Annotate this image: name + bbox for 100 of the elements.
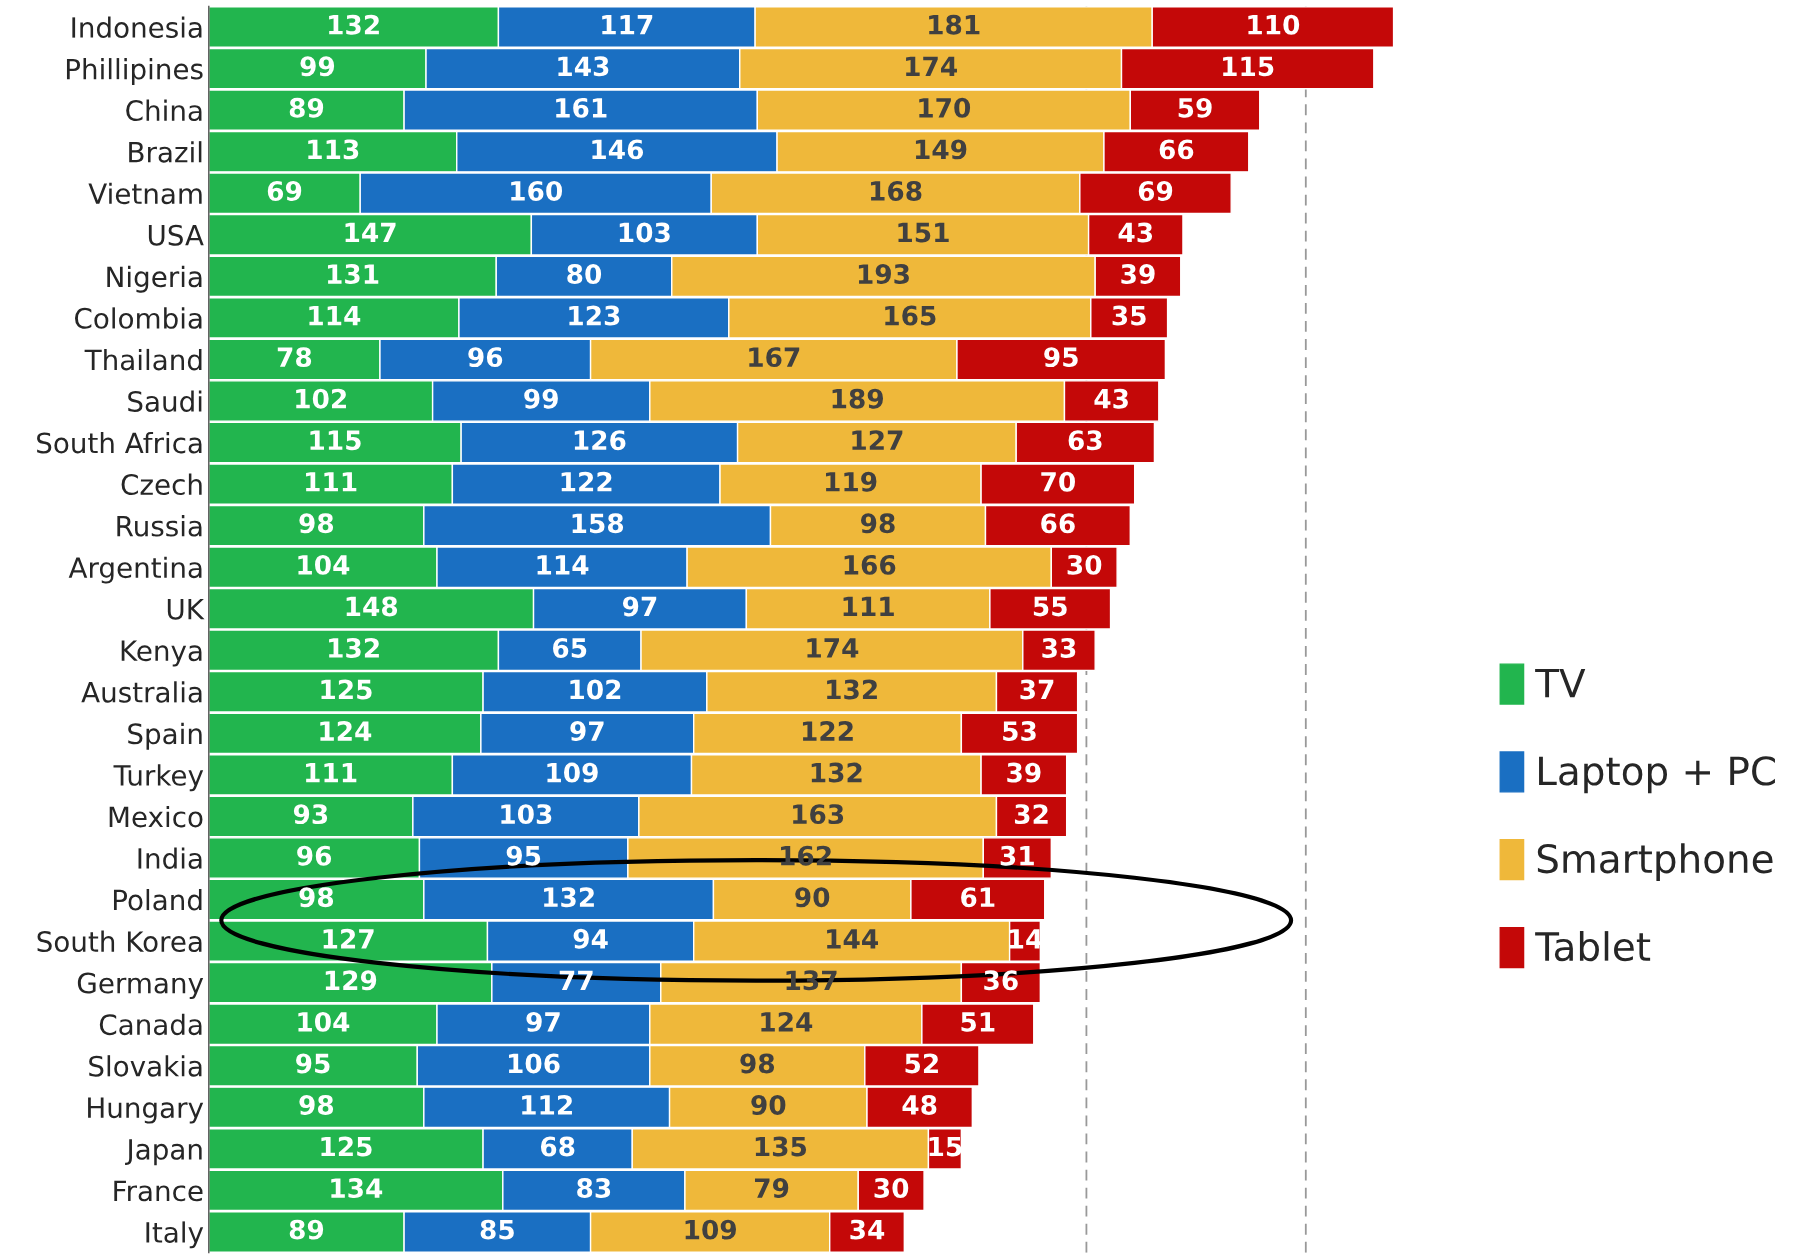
data-label: 114 [309, 305, 361, 326]
data-label: 69 [267, 180, 302, 201]
y-tick-label: Phillipines [66, 58, 203, 85]
data-label: 143 [558, 56, 609, 77]
y-tick-label: South Korea [37, 930, 202, 953]
data-label: 97 [570, 721, 604, 742]
data-label: 98 [740, 1053, 775, 1074]
data-label: 93 [293, 804, 328, 825]
data-label: 90 [751, 1094, 786, 1115]
data-label: 132 [811, 762, 862, 783]
data-label: 102 [296, 388, 346, 409]
data-label: 48 [902, 1094, 937, 1115]
data-label: 61 [961, 887, 995, 908]
legend-label: Smartphone [1537, 843, 1773, 881]
data-label: 109 [547, 762, 598, 783]
data-label: 170 [919, 97, 971, 118]
y-tick-label: Slovakia [89, 1055, 202, 1077]
y-tick-label: Indonesia [72, 16, 202, 39]
data-label: 103 [501, 804, 552, 825]
data-label: 132 [329, 637, 379, 658]
y-tick-label: Poland [113, 889, 202, 911]
data-label: 34 [850, 1219, 885, 1240]
data-label: 70 [1041, 471, 1075, 492]
data-label: 83 [577, 1178, 611, 1199]
y-tick-label: India [138, 847, 202, 869]
data-label: 115 [1223, 56, 1274, 77]
data-label: 119 [826, 471, 877, 492]
y-tick-label: Vietnam [88, 182, 202, 205]
data-label: 78 [277, 347, 312, 368]
y-tick-label: Turkey [113, 764, 204, 792]
legend-label: Laptop + PC [1539, 756, 1775, 794]
y-tick-label: USA [148, 224, 204, 246]
y-tick-label: Kenya [121, 640, 202, 667]
data-label: 51 [961, 1012, 995, 1032]
data-label: 113 [308, 139, 359, 160]
data-label: 122 [561, 471, 612, 492]
data-label: 132 [827, 679, 877, 700]
data-label: 123 [569, 305, 620, 326]
data-label: 36 [984, 970, 1018, 991]
data-label: 147 [345, 222, 396, 243]
data-label: 55 [1033, 596, 1067, 617]
data-label: 79 [754, 1178, 789, 1199]
data-label: 95 [506, 845, 541, 866]
y-tick-label: Czech [121, 473, 202, 496]
data-label: 66 [1041, 513, 1075, 534]
data-label: 110 [1248, 14, 1300, 35]
data-label: 35 [1112, 305, 1146, 326]
data-label: 39 [1121, 264, 1155, 285]
data-label: 95 [1044, 347, 1078, 368]
data-label: 144 [827, 929, 878, 949]
data-label: 97 [526, 1011, 560, 1032]
data-label: 99 [300, 56, 335, 77]
data-label: 181 [929, 14, 980, 35]
data-label: 166 [844, 554, 896, 575]
data-label: 89 [289, 97, 324, 118]
data-label: 33 [1042, 637, 1076, 658]
data-label: 39 [1007, 762, 1041, 783]
data-label: 132 [544, 887, 594, 908]
data-label: 127 [852, 430, 903, 450]
y-tick-label: Australia [81, 681, 202, 703]
data-label: 148 [346, 596, 398, 617]
data-label: 124 [320, 721, 372, 741]
data-label: 80 [567, 264, 602, 285]
data-label: 111 [843, 596, 894, 617]
y-tick-label: Italy [146, 1221, 204, 1249]
data-label: 132 [329, 14, 379, 35]
data-label: 52 [905, 1053, 938, 1074]
y-tick-label: Nigeria [107, 265, 202, 293]
data-label: 174 [906, 56, 957, 76]
y-tick-label: France [114, 1180, 203, 1202]
data-label: 165 [885, 305, 936, 326]
data-label: 109 [685, 1219, 737, 1240]
data-label: 96 [468, 347, 503, 368]
data-label: 111 [306, 762, 357, 783]
y-tick-label: Canada [99, 1013, 202, 1036]
data-label: 158 [572, 513, 624, 534]
data-label: 31 [1000, 845, 1034, 866]
y-tick-label: Japan [125, 1139, 202, 1166]
data-label: 43 [1094, 388, 1128, 409]
data-label: 104 [298, 1011, 350, 1032]
y-tick-label: Thailand [84, 348, 202, 371]
y-tick-label: Russia [117, 515, 202, 537]
y-tick-label: China [126, 99, 202, 122]
data-label: 98 [299, 513, 334, 534]
data-label: 193 [858, 264, 909, 285]
data-label: 117 [602, 15, 653, 35]
y-tick-label: Brazil [129, 141, 202, 163]
data-label: 125 [321, 679, 372, 700]
data-label: 30 [1067, 554, 1102, 575]
data-label: 32 [1014, 804, 1048, 825]
data-label: 94 [573, 928, 608, 949]
y-tick-label: Saudi [128, 390, 202, 412]
data-label: 30 [874, 1178, 909, 1199]
data-label: 95 [296, 1053, 330, 1074]
data-label: 112 [522, 1094, 572, 1115]
legend-label: Tablet [1535, 931, 1651, 962]
data-label: 163 [793, 804, 844, 825]
data-label: 125 [321, 1136, 372, 1157]
y-tick-label: UK [167, 599, 205, 620]
y-tick-label: Mexico [109, 805, 203, 828]
